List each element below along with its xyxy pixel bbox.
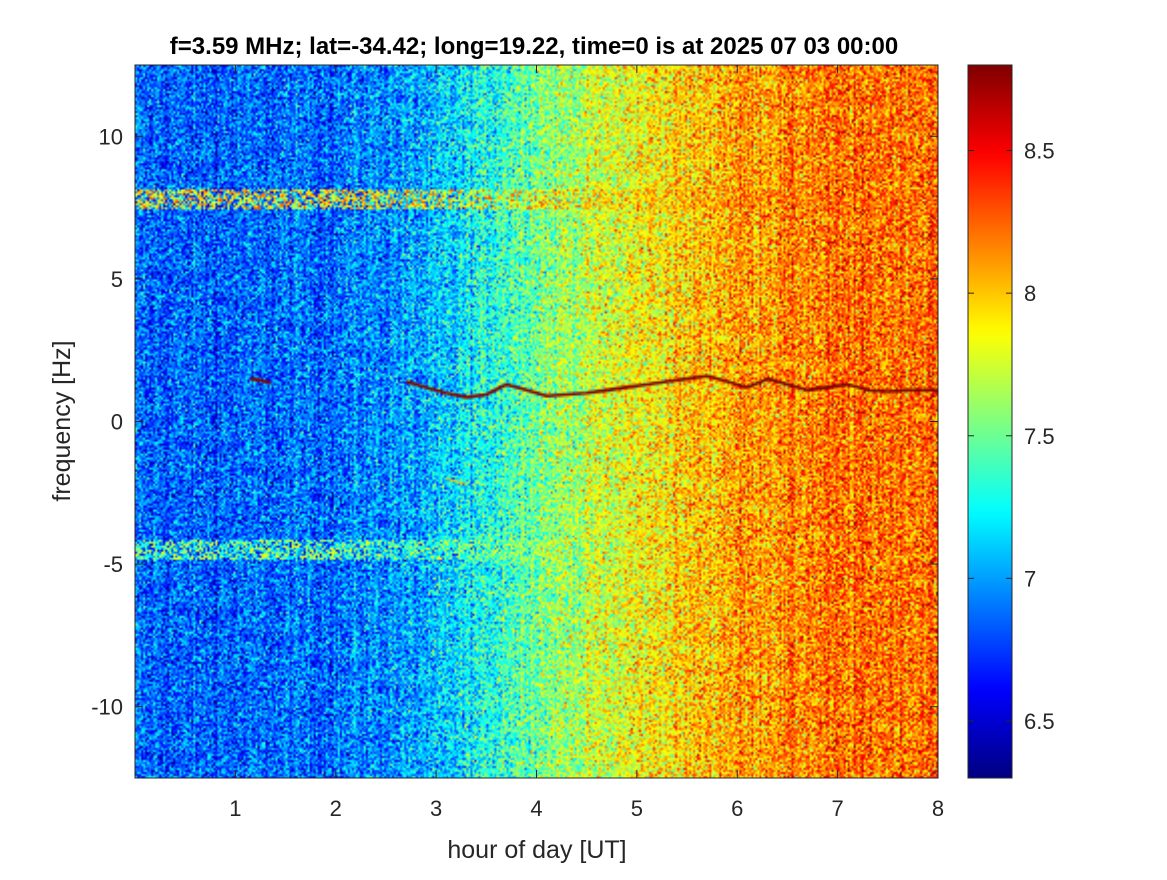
colorbar: 6.5 7 7.5 8 8.5 [967, 64, 1055, 779]
x-tick-label: 8 [932, 796, 944, 821]
y-tick-label: -10 [91, 695, 123, 720]
plot-area [134, 64, 939, 779]
colorbar-tick-label: 7.5 [1024, 424, 1055, 449]
y-axis-ticks: 10 5 0 -5 -10 [91, 124, 938, 720]
colorbar-ticks: 6.5 7 7.5 8 8.5 [968, 139, 1055, 734]
y-tick-label: 10 [99, 124, 123, 149]
x-tick-label: 6 [731, 796, 743, 821]
colorbar-tick-label: 6.5 [1024, 709, 1055, 734]
colorbar-tick-label: 8 [1024, 281, 1036, 306]
y-tick-label: 0 [111, 410, 123, 435]
chart-title: f=3.59 MHz; lat=-34.42; long=19.22, time… [170, 33, 898, 60]
y-tick-label: -5 [103, 552, 123, 577]
colorbar-gradient [968, 65, 1012, 778]
x-tick-label: 4 [530, 796, 542, 821]
colorbar-tick-label: 8.5 [1024, 139, 1055, 164]
x-axis-ticks: 1 2 3 4 5 6 7 8 [229, 65, 944, 821]
x-tick-label: 3 [430, 796, 442, 821]
x-axis-label: hour of day [UT] [447, 836, 626, 864]
x-tick-label: 5 [631, 796, 643, 821]
spectrogram-image [135, 65, 938, 778]
x-tick-label: 1 [229, 796, 241, 821]
colorbar-frame [967, 64, 1013, 779]
x-tick-label: 7 [832, 796, 844, 821]
y-tick-label: 5 [111, 267, 123, 292]
y-axis-label: frequency [Hz] [48, 340, 76, 501]
colorbar-tick-label: 7 [1024, 566, 1036, 591]
x-tick-label: 2 [330, 796, 342, 821]
